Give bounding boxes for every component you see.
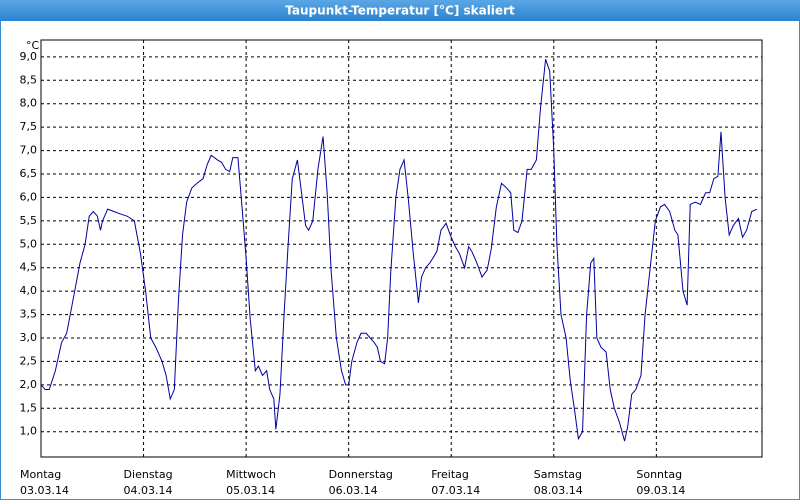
y-tick-label: 4,0 (20, 284, 38, 297)
x-tick-label: Montag (20, 468, 61, 481)
y-axis-label: °C (26, 39, 40, 52)
x-tick-label: Mittwoch (226, 468, 276, 481)
y-tick-label: 7,0 (20, 144, 38, 157)
y-tick-label: 9,0 (20, 50, 38, 63)
x-tick-label: Dienstag (124, 468, 173, 481)
y-tick-label: 1,0 (20, 425, 38, 438)
y-tick-label: 5,0 (20, 237, 38, 250)
y-tick-label: 6,5 (20, 167, 38, 180)
y-tick-label: 7,5 (20, 120, 38, 133)
title-bar (0, 0, 800, 21)
x-tick-label: Donnerstag (329, 468, 393, 481)
y-tick-label: 8,0 (20, 97, 38, 110)
y-tick-label: 2,0 (20, 378, 38, 391)
x-tick-sublabel: 05.03.14 (226, 484, 275, 497)
y-tick-label: 4,5 (20, 261, 38, 274)
plot-frame (40, 39, 763, 458)
x-tick-label: Samstag (534, 468, 582, 481)
x-tick-label: Freitag (431, 468, 469, 481)
x-tick-label: Sonntag (636, 468, 682, 481)
x-tick-sublabel: 08.03.14 (534, 484, 583, 497)
y-tick-label: 3,0 (20, 331, 38, 344)
y-tick-label: 5,5 (20, 214, 38, 227)
x-tick-sublabel: 09.03.14 (636, 484, 685, 497)
data-line (40, 59, 758, 442)
x-tick-sublabel: 06.03.14 (329, 484, 378, 497)
y-tick-label: 8,5 (20, 73, 38, 86)
x-tick-sublabel: 07.03.14 (431, 484, 480, 497)
y-tick-label: 2,5 (20, 354, 38, 367)
x-tick-sublabel: 04.03.14 (124, 484, 173, 497)
y-tick-label: 6,0 (20, 190, 38, 203)
y-tick-label: 1,5 (20, 401, 38, 414)
chart-title: Taupunkt-Temperatur [°C] skaliert (285, 4, 515, 18)
x-tick-sublabel: 03.03.14 (20, 484, 69, 497)
y-tick-label: 3,5 (20, 308, 38, 321)
